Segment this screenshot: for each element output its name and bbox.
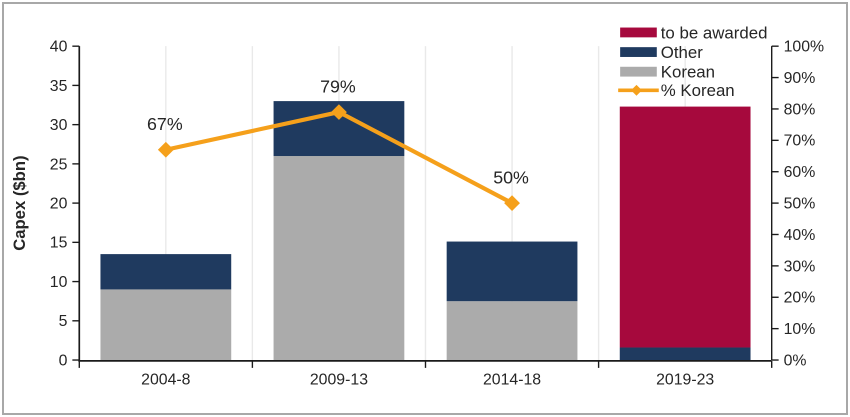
right-axis-tick-label: 70% <box>784 133 816 150</box>
data-labels: 67% 79% 50% <box>147 77 529 188</box>
diamond-marker <box>331 104 347 120</box>
right-axis-tick-label: 10% <box>784 321 816 338</box>
right-axis-tick-label: 20% <box>784 290 816 307</box>
left-axis-tick-label: 30 <box>50 117 68 134</box>
right-axis-tick-label: 60% <box>784 164 816 181</box>
category-label: 2009-13 <box>310 372 368 389</box>
right-axis-tick-label: 100% <box>784 39 825 56</box>
legend-swatch <box>620 47 657 57</box>
left-axis-tick-label: 20 <box>50 196 68 213</box>
category-label: 2019-23 <box>656 372 714 389</box>
left-axis-tick-label: 10 <box>50 274 68 291</box>
right-axis-tick-label: 80% <box>784 101 816 118</box>
pct-data-label: 50% <box>493 168 529 188</box>
bar-segment-to_be_awarded-2019-23 <box>619 106 751 348</box>
axis-labels: 0 5 10 15 20 25 30 35 40 0% 10% 20% 30% 40% 50% 60% 70% 8… <box>50 39 824 389</box>
left-axis-tick-label: 0 <box>59 352 68 369</box>
pct-data-label: 67% <box>147 114 183 134</box>
y-axis-title: Capex ($bn) <box>10 155 29 250</box>
left-axis-tick-label: 25 <box>50 156 68 173</box>
bar-segment-korean-2004-8 <box>100 289 232 361</box>
left-axis-tick-label: 40 <box>50 39 68 56</box>
left-axis-tick-label: 35 <box>50 78 68 95</box>
legend-label: to be awarded <box>661 23 768 42</box>
legend-label: Other <box>661 43 704 62</box>
right-axis-tick-label: 40% <box>784 227 816 244</box>
bars <box>100 101 751 361</box>
bar-segment-other-2004-8 <box>100 254 232 290</box>
legend-item-to-be-awarded: to be awarded <box>620 23 767 42</box>
capex-stacked-bar-line-chart: 0 5 10 15 20 25 30 35 40 0% 10% 20% 30% 40% 50% 60% 70% 8… <box>10 23 824 389</box>
right-axis-tick-label: 90% <box>784 70 816 87</box>
legend-swatch <box>620 27 657 38</box>
bar-segment-korean-2014-18 <box>446 301 578 361</box>
legend-item-other: Other <box>620 43 703 62</box>
right-axis-tick-label: 50% <box>784 196 816 213</box>
left-axis-tick-label: 5 <box>59 313 68 330</box>
legend-label: % Korean <box>661 81 735 100</box>
legend-item-korean: Korean <box>620 63 715 82</box>
pct-data-label: 79% <box>320 77 356 97</box>
right-axis-tick-label: 30% <box>784 258 816 275</box>
legend-item--korean: % Korean <box>618 81 735 100</box>
legend-diamond-icon <box>631 84 642 96</box>
bar-segment-other-2019-23 <box>619 347 751 361</box>
bar-segment-korean-2009-13 <box>273 156 405 361</box>
left-axis-tick-label: 15 <box>50 235 68 252</box>
category-label: 2014-18 <box>483 372 541 389</box>
bar-segment-other-2014-18 <box>446 241 578 302</box>
legend-swatch <box>620 66 657 77</box>
axes <box>72 45 779 368</box>
diamond-marker <box>504 195 520 211</box>
gridlines <box>165 46 686 361</box>
legend-label: Korean <box>661 63 715 82</box>
category-label: 2004-8 <box>141 372 191 389</box>
right-axis-tick-label: 0% <box>784 352 807 369</box>
diamond-marker <box>157 141 174 158</box>
